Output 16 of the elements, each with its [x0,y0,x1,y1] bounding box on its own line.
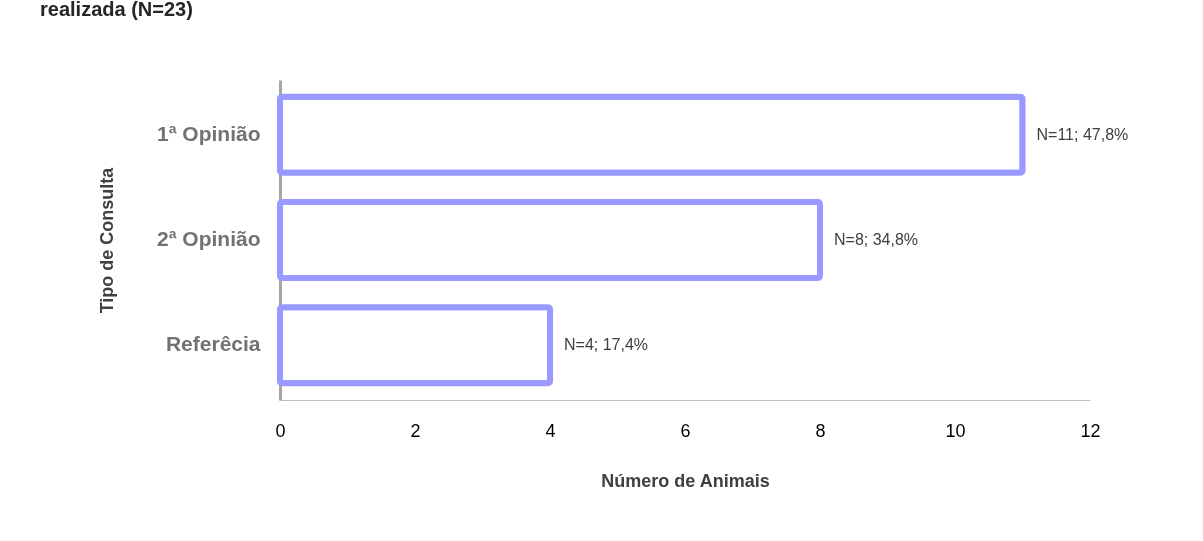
data-label: N=8; 34,8% [834,231,919,248]
text: realizada (N=23) [40,0,193,20]
y-tick-label: 1ª Opinião [157,121,261,145]
x-tick-label: 8 [815,420,826,441]
x-tick-label: 12 [1080,420,1101,441]
x-tick-label: 4 [545,420,556,441]
data-label: N=11; 47,8% [1036,125,1129,143]
x-tick-label: 2 [410,420,421,441]
data-label: N=4; 17,4% [564,336,649,354]
y-tick-label: Referêcia [165,332,261,356]
x-tick-label: 6 [680,420,691,441]
x-tick-label: 0 [275,420,286,441]
y-axis-title: Tipo de Consulta [97,166,118,314]
x-axis-title: Número de Animais [601,470,770,491]
y-tick-label: 2ª Opinião [157,227,261,250]
x-tick-label: 10 [945,420,966,441]
